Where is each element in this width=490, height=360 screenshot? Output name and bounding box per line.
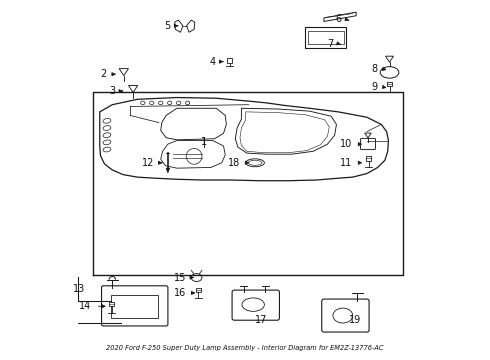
- Text: 18: 18: [228, 158, 241, 168]
- Text: 2: 2: [100, 69, 107, 79]
- Circle shape: [186, 148, 202, 164]
- Text: 15: 15: [173, 273, 186, 283]
- Text: 17: 17: [255, 315, 268, 325]
- Ellipse shape: [333, 308, 353, 323]
- Text: 4: 4: [209, 57, 216, 67]
- FancyBboxPatch shape: [322, 299, 369, 332]
- Text: 19: 19: [349, 315, 362, 325]
- Ellipse shape: [103, 140, 111, 145]
- Text: 2020 Ford F-250 Super Duty Lamp Assembly - Interior Diagram for EM2Z-13776-AC: 2020 Ford F-250 Super Duty Lamp Assembly…: [106, 345, 384, 351]
- Ellipse shape: [159, 101, 163, 105]
- Text: 5: 5: [164, 21, 171, 31]
- FancyBboxPatch shape: [305, 27, 346, 48]
- Ellipse shape: [245, 159, 265, 167]
- Ellipse shape: [176, 101, 181, 105]
- FancyBboxPatch shape: [361, 138, 375, 149]
- Text: 12: 12: [142, 158, 155, 168]
- Text: 10: 10: [341, 139, 353, 149]
- Text: 3: 3: [109, 86, 115, 96]
- Ellipse shape: [141, 101, 145, 105]
- Text: 6: 6: [336, 14, 342, 24]
- Ellipse shape: [103, 147, 111, 152]
- Ellipse shape: [103, 133, 111, 138]
- Text: 8: 8: [371, 64, 378, 74]
- Ellipse shape: [186, 101, 190, 105]
- FancyBboxPatch shape: [367, 156, 371, 161]
- Text: 16: 16: [173, 288, 186, 298]
- Text: 14: 14: [79, 301, 92, 311]
- FancyBboxPatch shape: [111, 295, 158, 318]
- Polygon shape: [166, 168, 170, 173]
- FancyBboxPatch shape: [387, 82, 392, 86]
- Ellipse shape: [191, 274, 202, 282]
- Ellipse shape: [103, 126, 111, 130]
- Ellipse shape: [103, 118, 111, 123]
- Text: 11: 11: [341, 158, 353, 168]
- FancyBboxPatch shape: [308, 31, 343, 44]
- Text: 9: 9: [371, 82, 378, 92]
- Ellipse shape: [242, 298, 265, 311]
- FancyBboxPatch shape: [196, 288, 201, 292]
- Text: 7: 7: [328, 39, 334, 49]
- FancyBboxPatch shape: [109, 302, 114, 306]
- Text: 13: 13: [73, 284, 85, 294]
- Ellipse shape: [248, 160, 262, 165]
- FancyBboxPatch shape: [227, 58, 232, 63]
- Ellipse shape: [380, 67, 399, 78]
- Ellipse shape: [168, 101, 172, 105]
- FancyBboxPatch shape: [101, 286, 168, 326]
- Ellipse shape: [149, 101, 154, 105]
- FancyBboxPatch shape: [232, 290, 279, 320]
- Text: 1: 1: [201, 138, 207, 147]
